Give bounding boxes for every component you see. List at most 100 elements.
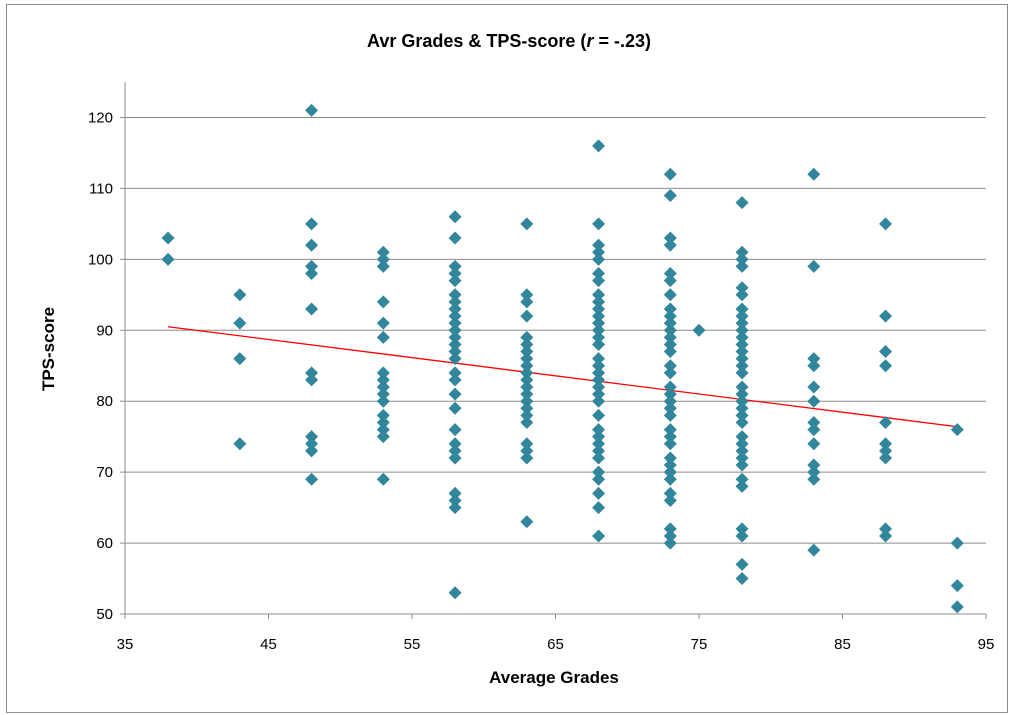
data-point [305,366,319,380]
data-point [663,430,677,444]
data-point [448,267,462,281]
data-point [376,373,390,387]
data-point [879,444,893,458]
data-point [807,359,821,373]
data-point [448,387,462,401]
data-point [233,352,247,366]
data-point [592,486,606,500]
chart-frame [6,4,1008,713]
data-point [592,252,606,266]
data-point [735,437,749,451]
data-point [592,267,606,281]
data-point [692,323,706,337]
data-point [879,437,893,451]
data-point [663,380,677,394]
data-point [448,352,462,366]
data-point [735,281,749,295]
data-point [663,316,677,330]
axes [124,82,987,619]
data-point [592,238,606,252]
data-point [448,309,462,323]
data-point [735,472,749,486]
data-point [807,543,821,557]
data-point [305,259,319,273]
y-tick-label-100: 100 [88,251,113,268]
data-point [735,387,749,401]
data-point [735,309,749,323]
x-tick-label-45: 45 [260,636,277,653]
data-point [879,415,893,429]
data-point [305,217,319,231]
data-point [807,423,821,437]
data-point [663,231,677,245]
data-point [663,458,677,472]
data-point [735,479,749,493]
y-tick-labels: 50 60 70 80 90 100 110 120 [88,109,113,623]
data-point [448,302,462,316]
data-point [448,494,462,508]
data-point [735,316,749,330]
data-point [807,167,821,181]
data-point [807,394,821,408]
data-point [663,366,677,380]
data-point [735,458,749,472]
data-point [305,430,319,444]
data-point [735,245,749,259]
data-point [735,366,749,380]
data-point [663,522,677,536]
data-point [448,451,462,465]
data-point [879,345,893,359]
data-point [735,323,749,337]
data-point [233,437,247,451]
data-point [879,309,893,323]
data-point [592,352,606,366]
data-point [735,352,749,366]
data-point [735,288,749,302]
data-point [950,423,964,437]
x-tick-label-95: 95 [978,636,995,653]
data-point [663,472,677,486]
data-point [592,359,606,373]
data-point [735,572,749,586]
chart-title-tail: = -.23) [593,31,651,51]
data-point [663,465,677,479]
data-point [592,423,606,437]
data-point [376,366,390,380]
data-point [592,430,606,444]
data-point [735,337,749,351]
x-tick-label-35: 35 [117,636,134,653]
data-point [520,415,534,429]
data-point [448,288,462,302]
data-point [448,210,462,224]
data-point [376,423,390,437]
data-point [735,394,749,408]
data-point [592,316,606,330]
data-point [663,167,677,181]
data-point [663,274,677,288]
data-point [735,259,749,273]
data-point [448,231,462,245]
y-tick-label-50: 50 [96,606,113,623]
data-point [663,529,677,543]
data-point [305,437,319,451]
data-point [520,408,534,422]
data-point [305,472,319,486]
data-point [592,295,606,309]
data-point [592,302,606,316]
y-tick-label-120: 120 [88,109,113,126]
data-point [448,330,462,344]
data-point [663,359,677,373]
data-point [735,451,749,465]
data-point [520,295,534,309]
data-point [233,288,247,302]
data-point [592,366,606,380]
data-point [305,373,319,387]
data-point [592,394,606,408]
data-point [448,444,462,458]
data-point [448,295,462,309]
y-axis-title: TPS-score [39,307,58,391]
data-points [161,103,964,614]
x-axis-title: Average Grades [489,668,619,687]
data-point [663,330,677,344]
